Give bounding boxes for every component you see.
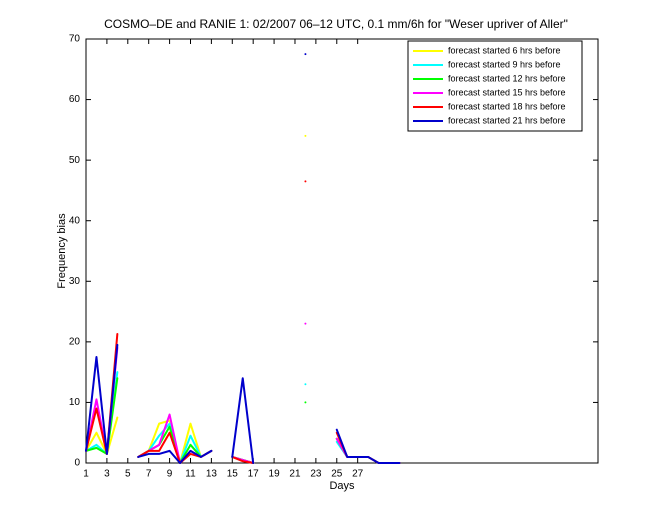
x-tick-label: 25 [331, 469, 343, 480]
series-line [85, 322, 401, 464]
chart-title: COSMO–DE and RANIE 1: 02/2007 06–12 UTC,… [104, 17, 568, 31]
y-tick-label: 40 [69, 215, 81, 226]
legend-label: forecast started 6 hrs before [448, 45, 561, 55]
x-tick-label: 7 [146, 469, 152, 480]
legend-label: forecast started 21 hrs before [448, 115, 566, 125]
x-tick-label: 9 [167, 469, 173, 480]
x-tick-label: 5 [125, 469, 131, 480]
legend-label: forecast started 15 hrs before [448, 87, 566, 97]
legend-label: forecast started 9 hrs before [448, 59, 561, 69]
x-tick-label: 15 [227, 469, 239, 480]
legend-label: forecast started 18 hrs before [448, 101, 566, 111]
y-tick-label: 60 [69, 94, 81, 105]
x-tick-label: 1 [83, 469, 89, 480]
y-tick-label: 70 [69, 34, 81, 45]
y-tick-label: 20 [69, 336, 81, 347]
x-tick-label: 19 [269, 469, 281, 480]
x-tick-label: 11 [185, 469, 196, 480]
x-axis-label: Days [329, 480, 355, 492]
axes-box [85, 38, 599, 464]
x-tick-label: 27 [352, 469, 364, 480]
series-line [85, 53, 401, 464]
legend-box [407, 40, 583, 132]
y-tick-label: 0 [74, 458, 80, 469]
y-tick-label: 50 [69, 155, 81, 166]
y-tick-label: 10 [69, 397, 81, 408]
series-line [85, 134, 401, 464]
series-line [85, 180, 401, 464]
x-tick-label: 13 [206, 469, 218, 480]
x-tick-label: 17 [248, 469, 260, 480]
x-tick-label: 21 [289, 469, 301, 480]
y-tick-label: 30 [69, 276, 81, 287]
series-line [85, 377, 401, 464]
x-tick-label: 3 [104, 469, 110, 480]
y-axis-label: Frequency bias [56, 213, 68, 289]
legend-label: forecast started 12 hrs before [448, 73, 566, 83]
x-tick-label: 23 [310, 469, 322, 480]
